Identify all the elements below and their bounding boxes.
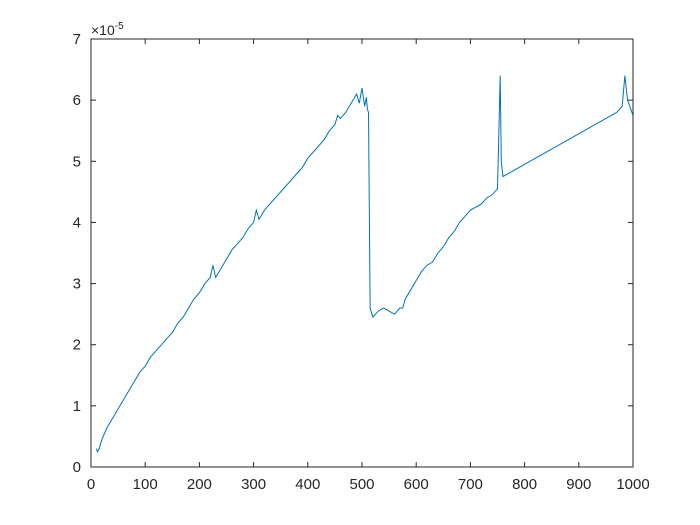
y-tick-label: 5	[73, 153, 81, 170]
x-tick-label: 500	[349, 476, 374, 493]
y-exponent-base: ×10	[91, 22, 115, 38]
y-exponent-power: -5	[115, 21, 124, 32]
plot-box	[90, 38, 634, 468]
x-tick-label: 700	[458, 476, 483, 493]
y-tick-label: 4	[73, 214, 81, 231]
y-tick-label: 6	[73, 92, 81, 109]
y-tick-label: 1	[73, 398, 81, 415]
x-tick-label: 400	[295, 476, 320, 493]
x-tick-label: 100	[133, 476, 158, 493]
y-exponent-label: ×10-5	[91, 21, 124, 38]
y-tick-label: 3	[73, 276, 81, 293]
y-tick-label: 0	[73, 459, 81, 476]
x-tick-label: 800	[512, 476, 537, 493]
y-tick-label: 2	[73, 337, 81, 354]
x-tick-label: 0	[87, 476, 95, 493]
x-tick-label: 600	[404, 476, 429, 493]
labels-layer: 0 100 200 300 400 500 600 700 800 900 1000 0 1 2 3 4 5 6 7	[73, 31, 650, 493]
series-line	[95, 75, 634, 453]
y-tick-label: 7	[73, 31, 81, 48]
x-tick-label: 1000	[616, 476, 649, 493]
x-tick-label: 200	[187, 476, 212, 493]
plot-background	[91, 39, 633, 467]
x-tick-label: 300	[241, 476, 266, 493]
x-tick-label: 900	[566, 476, 591, 493]
